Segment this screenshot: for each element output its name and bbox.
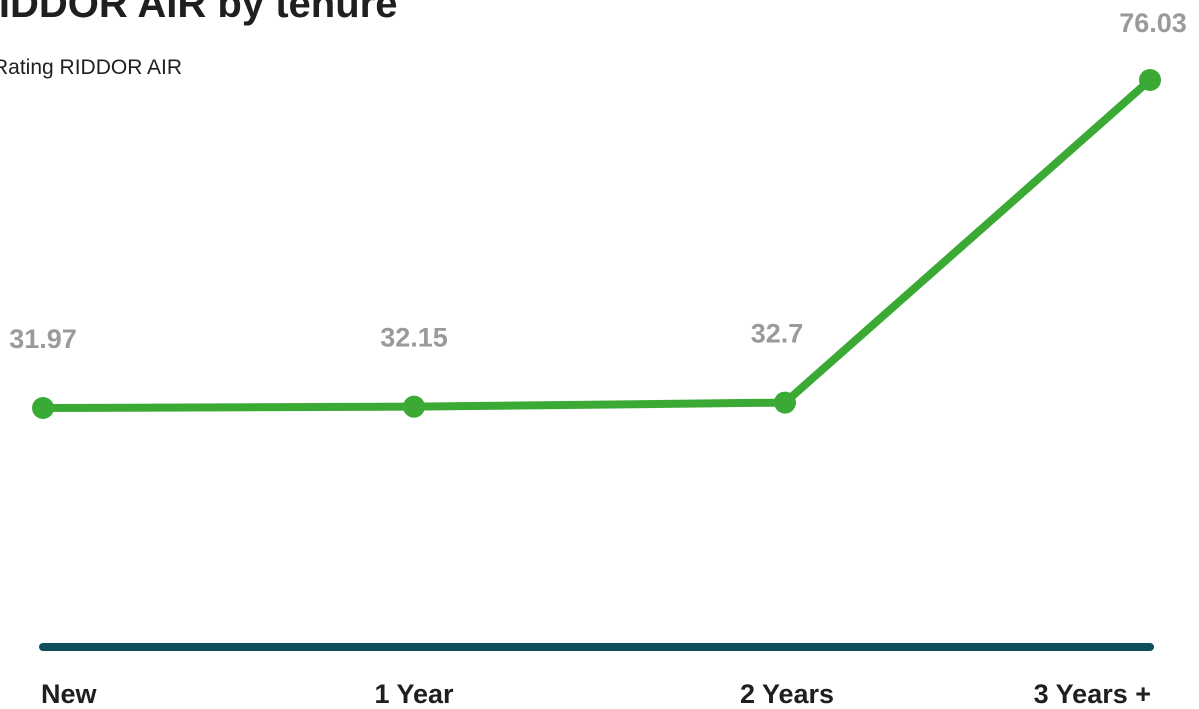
data-label: 32.7 [751, 319, 804, 349]
data-label: 31.97 [9, 324, 77, 354]
series-layer [32, 69, 1161, 419]
data-point[interactable] [774, 391, 796, 414]
chart-title: RIDDOR AIR by tenure [0, 0, 398, 26]
x-tick-label: New [41, 679, 98, 709]
chart-subtitle: Rating RIDDOR AIR [0, 56, 183, 79]
data-point[interactable] [403, 395, 425, 418]
x-tick-layer: New 1 Year 2 Years 3 Years + [41, 679, 1151, 709]
series-line [42, 77, 1153, 412]
data-label-layer: 31.97 32.15 32.7 76.03 [9, 8, 1187, 354]
x-tick-label: 2 Years [740, 679, 834, 709]
x-tick-label: 1 Year [374, 679, 454, 709]
data-point[interactable] [1139, 69, 1161, 91]
data-label: 32.15 [380, 323, 448, 353]
data-label: 76.03 [1119, 8, 1187, 38]
data-point[interactable] [32, 397, 54, 419]
x-tick-label: 3 Years + [1034, 679, 1151, 709]
